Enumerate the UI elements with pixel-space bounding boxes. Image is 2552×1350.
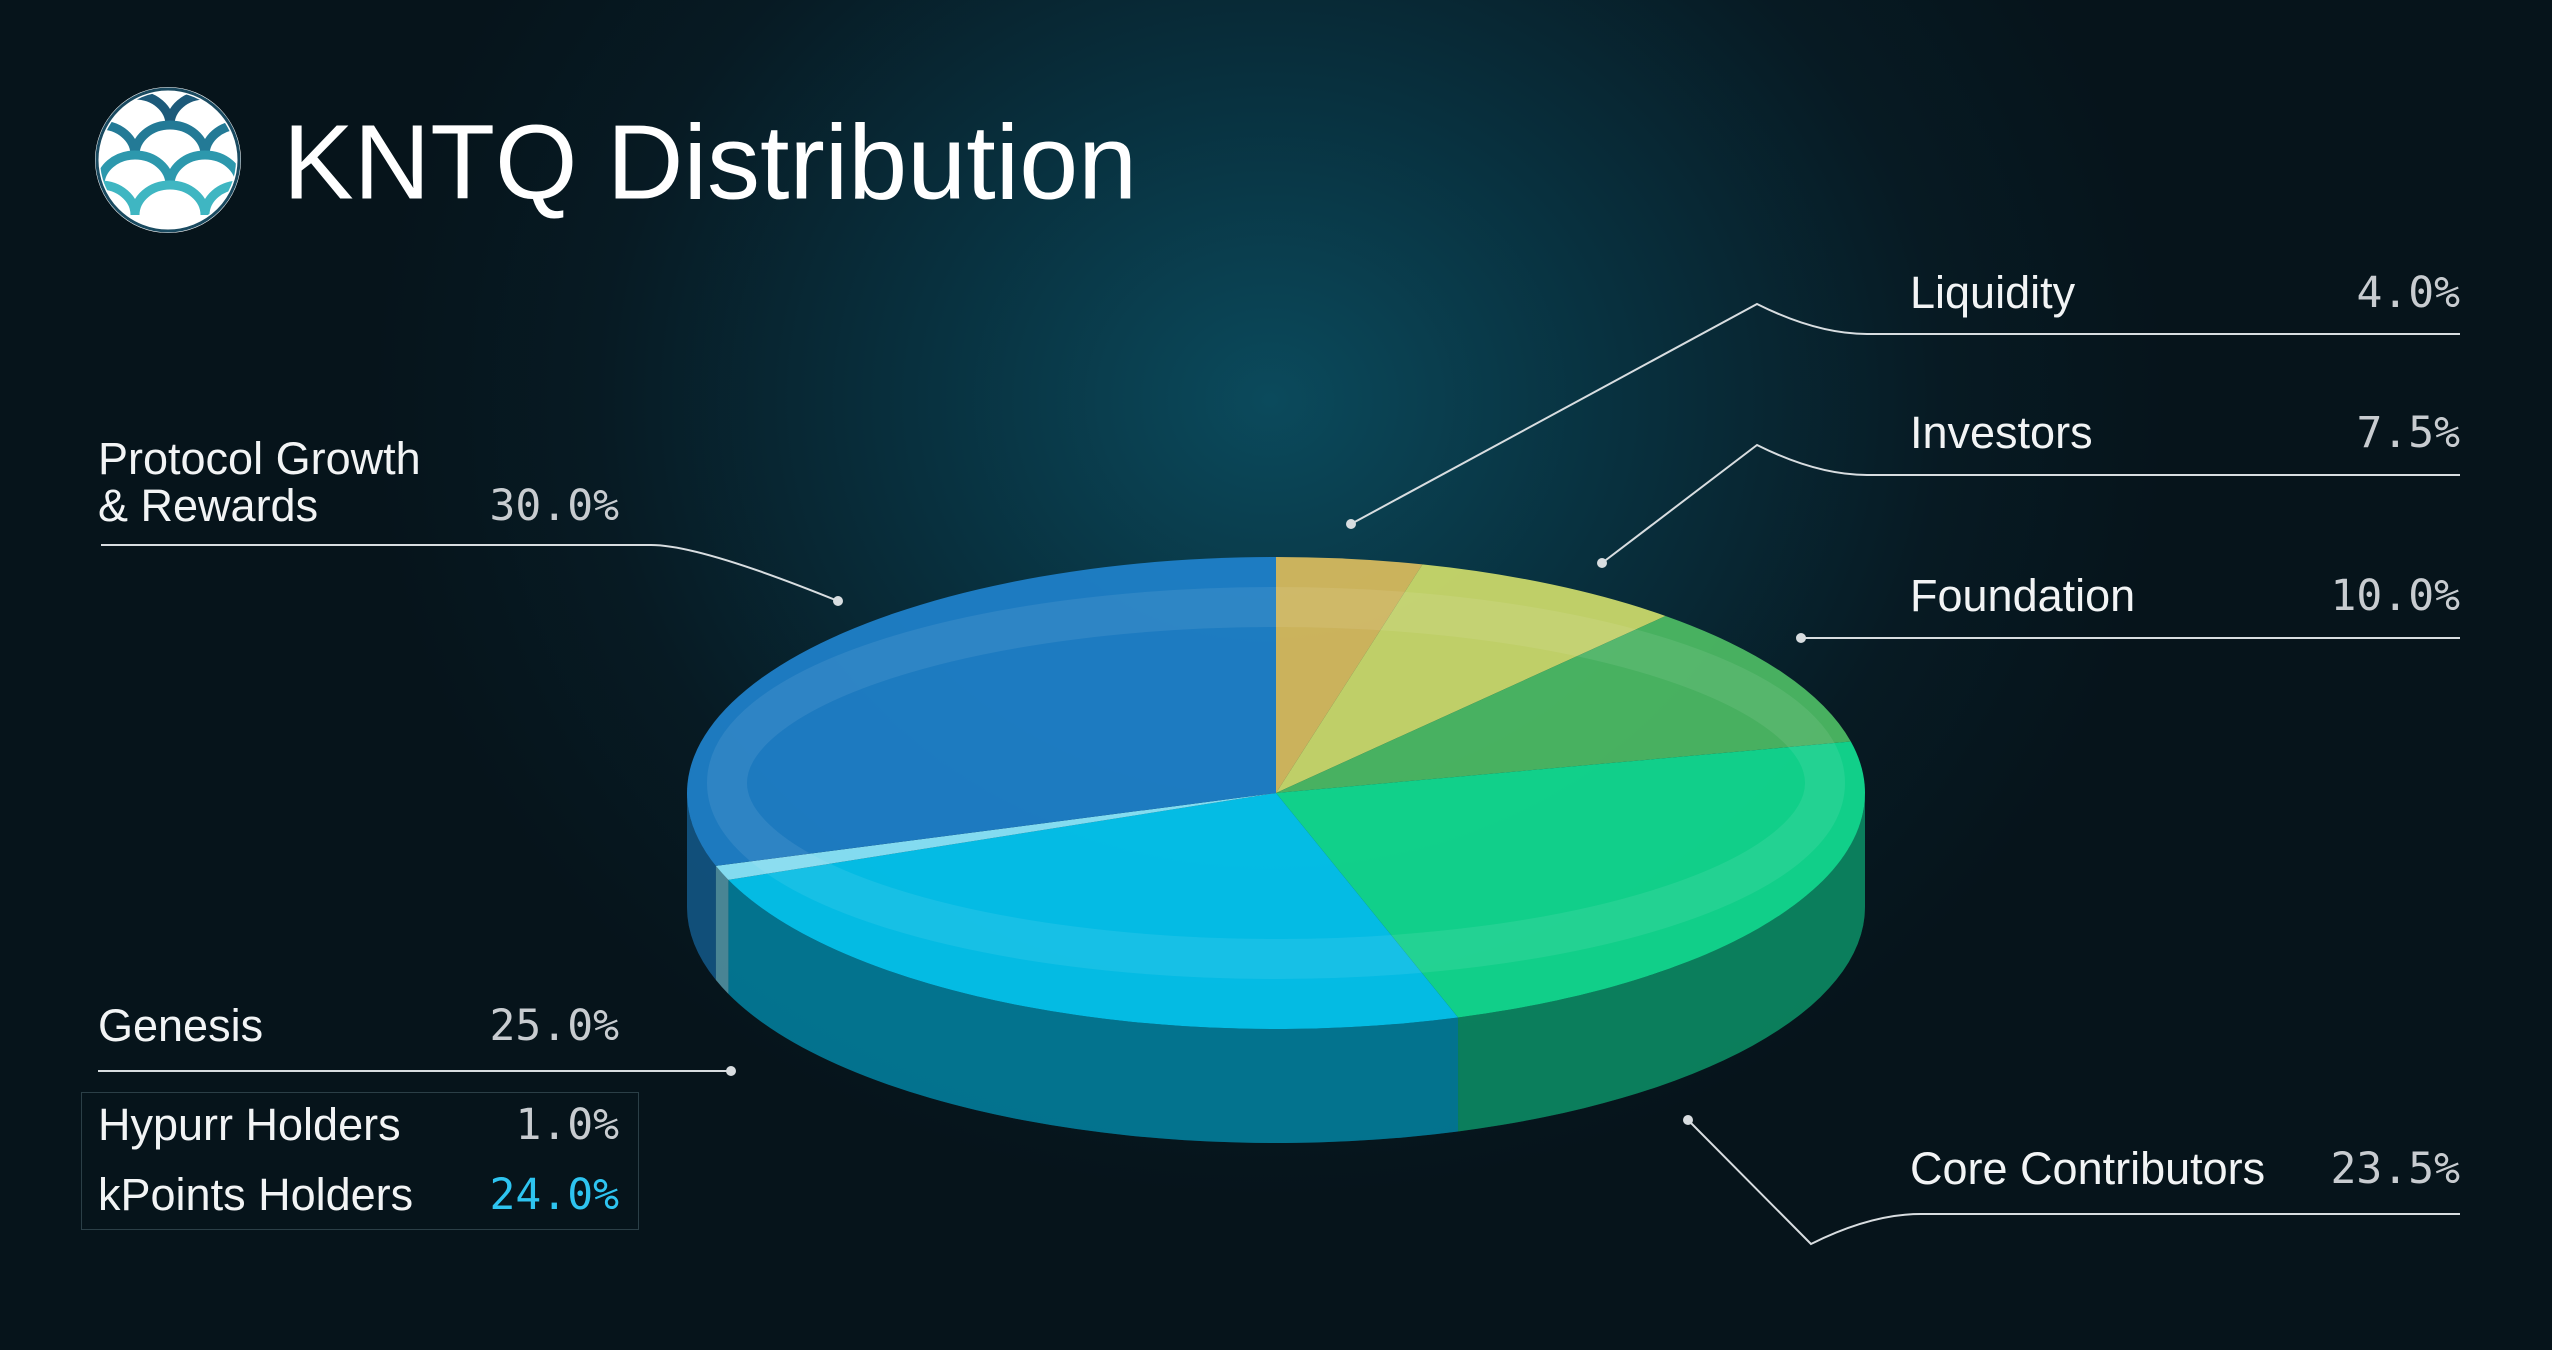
- slice-label: Core Contributors: [1910, 1143, 2266, 1194]
- leader-dot: [1683, 1115, 1693, 1125]
- leader-dot: [726, 1066, 736, 1076]
- pie-wall-shade: [687, 793, 716, 980]
- slice-value-label: 25.0%: [489, 1001, 619, 1051]
- pie-wall-shade: [1458, 793, 1865, 1132]
- pie-wall-shade: [728, 879, 1459, 1143]
- pie-slice: [1276, 557, 1423, 793]
- pie-rim: [707, 587, 1845, 979]
- slice-value-label: 7.5%: [2356, 408, 2460, 458]
- pie-slice: [1276, 564, 1666, 793]
- pie-wall: [687, 793, 716, 980]
- slice-label: Foundation: [1910, 570, 2136, 621]
- leader-line: [101, 544, 839, 602]
- leader-dot: [1796, 633, 1806, 643]
- slice-label: Liquidity: [1910, 267, 2076, 318]
- pie-slice: [686, 557, 1276, 866]
- slice-value-label: 30.0%: [489, 481, 619, 531]
- slice-value-label: 10.0%: [2330, 571, 2460, 621]
- leader-dot: [1346, 519, 1356, 529]
- part-label: kPoints Holders: [98, 1169, 414, 1220]
- part-label: Hypurr Holders: [98, 1099, 401, 1150]
- slice-label: Genesis: [98, 1000, 264, 1051]
- pie-slice: [1276, 615, 1851, 793]
- leader-line: [1350, 302, 2460, 525]
- pie-slice: [715, 793, 1276, 880]
- pie-wall: [715, 865, 729, 994]
- slice-value-label: 23.5%: [2330, 1144, 2460, 1194]
- chart-title: KNTQ Distribution: [283, 103, 1138, 222]
- leader-dot: [1597, 558, 1607, 568]
- part-value-label: 24.0%: [489, 1170, 619, 1220]
- pie-wall: [1458, 793, 1865, 1132]
- genesis-breakdown-box: [81, 1092, 639, 1230]
- leader-line: [1601, 443, 2460, 564]
- leader-line: [1687, 1119, 2460, 1246]
- slice-label: Investors: [1910, 407, 2093, 458]
- part-value-label: 1.0%: [515, 1100, 619, 1150]
- slice-label: Protocol Growth & Rewards: [98, 433, 421, 531]
- slice-value-label: 4.0%: [2356, 268, 2460, 318]
- pie-wall: [728, 879, 1459, 1143]
- pie-wall-shade: [715, 865, 729, 994]
- pie-slice: [1276, 741, 1865, 1018]
- logo: [95, 87, 241, 233]
- leader-dot: [833, 596, 843, 606]
- pie-slice: [728, 793, 1459, 1029]
